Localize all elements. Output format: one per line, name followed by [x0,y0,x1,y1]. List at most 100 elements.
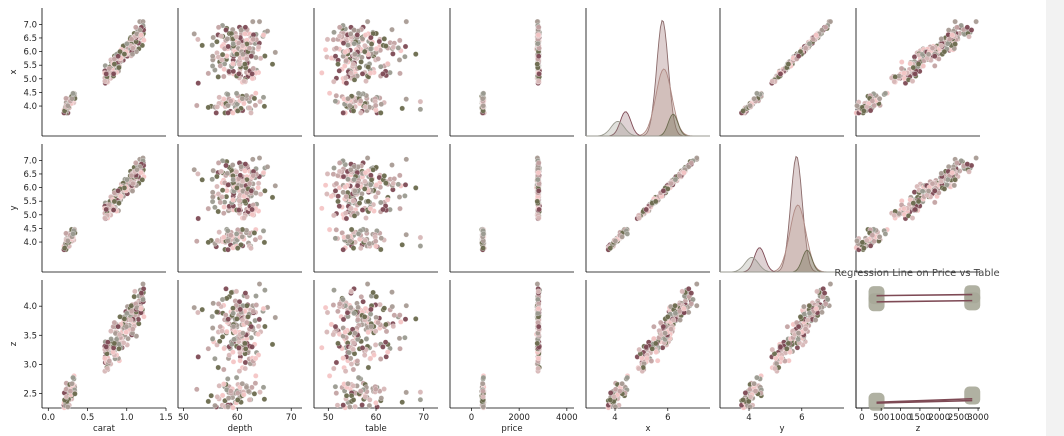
scatter-point [333,180,340,187]
scatter-point [241,78,247,84]
scatter-point [813,305,819,312]
scatter-point [378,63,384,70]
scatter-point [938,178,944,185]
panel-z-vs-depth [177,280,302,411]
scatter-point [264,164,271,170]
scatter-point [413,51,419,57]
scatter-point [250,18,256,25]
scatter-point [973,18,979,25]
scatter-point [342,49,348,55]
scatter-point [402,316,409,322]
scatter-point [402,334,408,341]
scatter-point [399,242,405,248]
scatter-point [225,43,231,50]
scrollbar[interactable] [1046,0,1064,436]
scatter-point [332,98,339,104]
scatter-point [535,169,542,176]
scatter-point [535,365,541,372]
scatter-point [248,323,255,330]
scatter-point [362,237,368,244]
scatter-point [340,246,346,253]
scatter-point [133,24,139,31]
scatter-point [536,71,542,77]
scatter-point [354,358,361,364]
scatter-point [417,243,424,249]
x-axis-label-carat: carat [93,424,116,434]
scatter-point [617,388,623,394]
scatter-point [651,323,657,330]
scatter-point [662,330,668,336]
scatter-point [262,53,268,59]
scatter-point [612,404,619,410]
scatter-point [867,243,874,249]
scatter-point [324,36,331,43]
scatter-point [195,171,201,177]
scatter-point [535,40,541,47]
scatter-point [356,64,363,71]
scatter-point [117,314,123,320]
scatter-point [230,404,236,411]
scatter-point [224,36,231,42]
scatter-point [929,180,936,187]
scatter-point [250,308,257,315]
scatter-point [413,185,419,191]
scatter-point [234,108,241,114]
scatter-point [399,105,405,112]
x-tick-label: 0.5 [81,413,95,423]
x-tick-label: 70 [286,413,297,423]
scatter-point [348,226,355,233]
scatter-point [116,341,122,347]
scatter-point [351,40,357,47]
scatter-point [813,32,819,38]
scatter-point [140,296,146,303]
scatter-point [891,78,898,85]
scatter-point [209,42,215,48]
scatter-point [249,71,255,77]
scatter-point [221,210,227,216]
scatter-point [822,24,829,31]
scatter-point [233,169,240,175]
scatter-point [747,394,754,400]
scatter-point [390,180,397,187]
scatter-point [399,399,405,405]
scatter-point [343,80,350,86]
scatter-point [230,197,236,203]
scatter-point [952,41,958,47]
scatter-point [225,395,232,401]
scatter-point [111,198,118,205]
scatter-point [212,204,218,211]
scatter-point [115,53,121,59]
scatter-point [350,108,357,114]
scatter-point [340,296,346,303]
scatter-point [239,42,246,49]
kde-curve [720,155,844,273]
scatter-point [403,156,410,163]
scatter-point [777,344,784,350]
scatter-point [194,238,200,244]
scatter-point [912,71,918,77]
panel-y-vs-depth [177,144,302,273]
scatter-point [111,319,118,326]
scatter-point [257,191,264,197]
scatter-point [115,188,121,194]
scatter-point [336,203,343,209]
scatter-point [215,208,221,215]
scatter-point [358,195,364,202]
scatter-point [361,186,368,192]
scatter-point [612,238,619,244]
scatter-point [219,57,225,63]
scatter-point [688,160,695,166]
scatter-point [368,172,374,179]
scatter-point [205,345,212,352]
scatter-point [326,90,333,96]
scatter-point [210,167,216,174]
scatter-point [348,205,354,212]
scatter-point [784,323,791,330]
scatter-point [350,397,357,403]
scatter-point [230,68,237,75]
scatter-point [252,380,259,386]
scatter-point [644,355,650,362]
scatter-point [335,340,341,347]
scatter-point [230,60,236,67]
scatter-point [120,340,127,346]
